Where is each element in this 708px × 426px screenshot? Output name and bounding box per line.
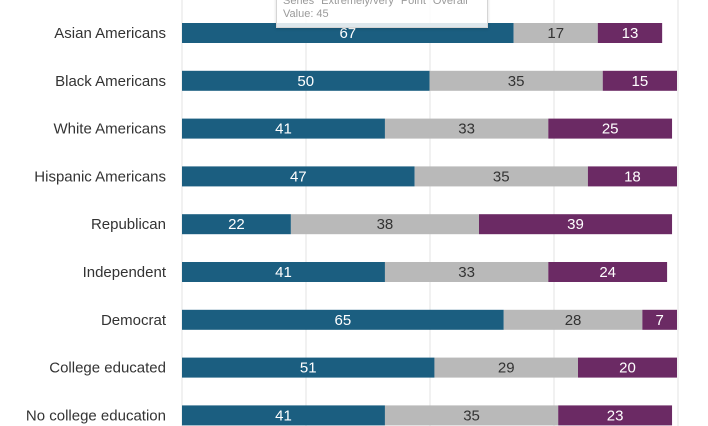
category-label: Democrat bbox=[101, 312, 167, 329]
bar-value-label: 25 bbox=[602, 121, 619, 138]
bar-segment[interactable] bbox=[434, 357, 578, 378]
bar-value-label: 39 bbox=[567, 216, 584, 233]
category-label: Black Americans bbox=[55, 73, 166, 90]
tooltip-value-line: Value: 45 bbox=[283, 8, 329, 20]
bar-segment[interactable] bbox=[642, 309, 677, 330]
bar-value-label: 23 bbox=[607, 407, 624, 424]
bar-value-label: 50 bbox=[297, 73, 314, 90]
bar-segment[interactable] bbox=[548, 262, 668, 282]
bar-segment[interactable] bbox=[429, 70, 603, 91]
tooltip-series-line: Series "Extremely/very" Point "Overall" bbox=[283, 0, 472, 7]
bar-value-label: 41 bbox=[275, 264, 292, 281]
bar-segment[interactable] bbox=[479, 214, 673, 235]
tooltip: Series "Extremely/very" Point "Overall" … bbox=[276, 0, 488, 28]
bar-value-label: 13 bbox=[622, 25, 639, 42]
bar-segment[interactable] bbox=[290, 214, 479, 235]
bar-segment[interactable] bbox=[384, 262, 549, 282]
category-label: College educated bbox=[49, 360, 166, 377]
bar-segment[interactable] bbox=[558, 405, 673, 426]
bar-segment[interactable] bbox=[414, 166, 588, 187]
bar-segment[interactable] bbox=[182, 262, 385, 282]
bar-value-label: 33 bbox=[458, 121, 475, 138]
bar-segment[interactable] bbox=[587, 166, 677, 187]
bar-segment[interactable] bbox=[384, 118, 549, 139]
bar-segment[interactable] bbox=[182, 357, 435, 378]
category-label: Asian Americans bbox=[54, 25, 166, 42]
bar-segment[interactable] bbox=[182, 70, 430, 91]
bar-segment[interactable] bbox=[182, 309, 504, 330]
bar-segment[interactable] bbox=[513, 23, 598, 43]
bar-value-label: 65 bbox=[335, 312, 352, 329]
bar-value-label: 18 bbox=[624, 168, 641, 185]
bar-value-label: 15 bbox=[632, 73, 649, 90]
bar-value-label: 51 bbox=[300, 360, 317, 377]
category-label: Independent bbox=[83, 264, 167, 281]
bar-value-label: 24 bbox=[599, 264, 616, 281]
bar-segment[interactable] bbox=[384, 405, 559, 426]
bar-value-label: 41 bbox=[275, 121, 292, 138]
bar-value-label: 47 bbox=[290, 168, 307, 185]
bar-value-label: 28 bbox=[565, 312, 582, 329]
bar-value-label: 38 bbox=[377, 216, 394, 233]
bar-value-label: 35 bbox=[493, 168, 510, 185]
bars[interactable]: 67 17 13 50 35 15 41 33 25 47 35 18 22 38 39 41 33 24 65 28… bbox=[182, 23, 677, 426]
bar-segment[interactable] bbox=[182, 118, 385, 139]
bar-value-label: 67 bbox=[339, 25, 356, 42]
bar-value-label: 17 bbox=[547, 25, 564, 42]
category-label: No college education bbox=[26, 407, 166, 424]
bar-segment[interactable] bbox=[578, 357, 677, 378]
bar-segment[interactable] bbox=[182, 166, 415, 187]
bar-value-label: 22 bbox=[228, 216, 245, 233]
bar-value-label: 35 bbox=[463, 407, 480, 424]
bar-segment[interactable] bbox=[602, 70, 677, 91]
bar-segment[interactable] bbox=[182, 214, 291, 235]
bar-value-label: 33 bbox=[458, 264, 475, 281]
bar-value-label: 29 bbox=[498, 360, 515, 377]
bar-segment[interactable] bbox=[182, 23, 514, 43]
bar-value-label: 7 bbox=[656, 312, 664, 329]
bar-segment[interactable] bbox=[548, 118, 673, 139]
bar-segment[interactable] bbox=[597, 23, 663, 43]
category-label: Hispanic Americans bbox=[34, 168, 166, 185]
category-label: White Americans bbox=[53, 121, 166, 138]
category-label: Republican bbox=[91, 216, 166, 233]
bar-value-label: 20 bbox=[619, 360, 636, 377]
bar-segment[interactable] bbox=[182, 405, 385, 426]
bar-value-label: 41 bbox=[275, 407, 292, 424]
bar-segment[interactable] bbox=[503, 309, 643, 330]
category-labels: Asian Americans Black Americans White Amer… bbox=[26, 25, 167, 424]
bar-value-label: 35 bbox=[508, 73, 525, 90]
